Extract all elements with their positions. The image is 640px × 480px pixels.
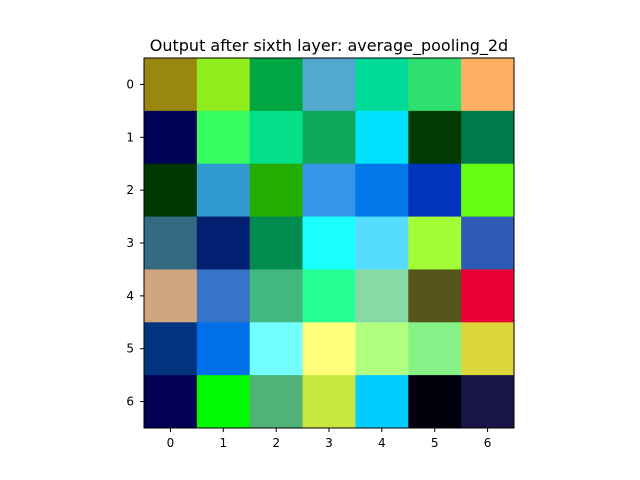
- heatmap-cell-r2-c1: [196, 163, 251, 218]
- x-tick-label: 5: [431, 436, 439, 450]
- y-tick-label: 2: [126, 183, 134, 197]
- heatmap-cell-r2-c2: [249, 163, 304, 218]
- y-tick-label: 6: [126, 395, 134, 409]
- heatmap-cell-r3-c3: [302, 216, 356, 270]
- heatmap-cell-r5-c2: [249, 322, 304, 376]
- y-tick-label: 4: [126, 289, 134, 303]
- heatmap-cell-r0-c1: [196, 58, 251, 112]
- heatmap-cell-r0-c6: [461, 58, 515, 112]
- heatmap-cell-r4-c6: [461, 269, 515, 323]
- x-tick-label: 0: [167, 436, 175, 450]
- heatmap-cell-r2-c3: [302, 163, 356, 218]
- heatmap-cell-r3-c4: [355, 216, 409, 270]
- heatmap-cell-r6-c0: [144, 375, 198, 429]
- heatmap-cell-r5-c0: [144, 322, 198, 376]
- y-tick-label: 0: [126, 77, 134, 91]
- heatmap-cell-r0-c5: [408, 58, 462, 112]
- heatmap-cell-r6-c5: [408, 375, 462, 429]
- heatmap-cell-r1-c6: [461, 110, 515, 165]
- heatmap-cell-r2-c0: [144, 163, 198, 218]
- x-tick-label: 4: [378, 436, 386, 450]
- heatmap-cell-r1-c0: [144, 110, 198, 165]
- heatmap-cell-r5-c4: [355, 322, 409, 376]
- heatmap-cell-r0-c3: [302, 58, 356, 112]
- x-tick-label: 3: [325, 436, 333, 450]
- heatmap-cell-r5-c1: [196, 322, 251, 376]
- heatmap-cell-r1-c2: [249, 110, 304, 165]
- heatmap-cell-r1-c5: [408, 110, 462, 165]
- heatmap-cell-r4-c5: [408, 269, 462, 323]
- heatmap-cell-r6-c4: [355, 375, 409, 429]
- heatmap-cell-r4-c4: [355, 269, 409, 323]
- y-tick-label: 3: [126, 236, 134, 250]
- heatmap-cell-r3-c2: [249, 216, 304, 270]
- heatmap-cell-r3-c0: [144, 216, 198, 270]
- heatmap-cell-r4-c3: [302, 269, 356, 323]
- axes: 0 1 2 3 4 5 6 0 1 2 3 4 5 6: [126, 57, 515, 450]
- x-tick-label: 6: [484, 436, 492, 450]
- heatmap-cell-r6-c2: [249, 375, 304, 429]
- heatmap-cell-r4-c1: [196, 269, 251, 323]
- heatmap-cell-r6-c1: [196, 375, 251, 429]
- heatmap-cell-r5-c3: [302, 322, 356, 376]
- x-tick-label: 1: [219, 436, 227, 450]
- x-tick-label: 2: [272, 436, 280, 450]
- heatmap-cell-r0-c2: [249, 58, 304, 112]
- heatmap-cell-r2-c5: [408, 163, 462, 218]
- heatmap-cell-r3-c1: [196, 216, 251, 270]
- heatmap-cell-r3-c6: [461, 216, 515, 270]
- heatmap-cell-r5-c5: [408, 322, 462, 376]
- heatmap-cell-r1-c3: [302, 110, 356, 165]
- heatmap-cell-r0-c0: [144, 58, 198, 112]
- chart-title: Output after sixth layer: average_poolin…: [150, 36, 508, 56]
- heatmap-cell-r5-c6: [461, 322, 515, 376]
- heatmap-cell-r2-c4: [355, 163, 409, 218]
- heatmap-cell-r4-c0: [144, 269, 198, 323]
- heatmap-cell-r0-c4: [355, 58, 409, 112]
- heatmap-cell-r2-c6: [461, 163, 515, 218]
- heatmap-cell-r1-c1: [196, 110, 251, 165]
- heatmap-cell-r1-c4: [355, 110, 409, 165]
- y-tick-label: 5: [126, 342, 134, 356]
- y-tick-label: 1: [126, 130, 134, 144]
- heatmap-cell-r6-c6: [461, 375, 515, 429]
- heatmap-cell-r4-c2: [249, 269, 304, 323]
- heatmap-cells: [144, 58, 515, 429]
- heatmap-cell-r3-c5: [408, 216, 462, 270]
- heatmap-cell-r6-c3: [302, 375, 356, 429]
